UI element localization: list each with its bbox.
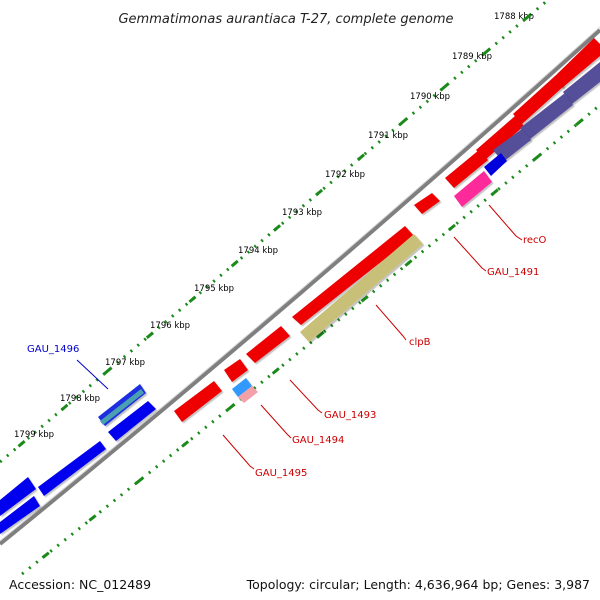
- ruler-tick-inner-2: [134, 477, 144, 485]
- blue-feature-recO-adjacent[interactable]: [484, 153, 507, 176]
- ruler-ticks: [17, 13, 584, 559]
- ruler-tick-outer-3: [145, 331, 154, 339]
- gene-feature-recO[interactable]: [454, 171, 492, 207]
- leader-line-clpB: [375, 304, 407, 341]
- forward-gene-1791[interactable]: [445, 150, 488, 188]
- ruler-label-1797: 1797 kbp: [105, 358, 145, 368]
- gene-label-GAU_1491[interactable]: GAU_1491: [487, 267, 539, 278]
- leader-line-recO: [488, 204, 523, 241]
- ruler-tick-outer-5: [230, 259, 239, 268]
- purple-feature-a[interactable]: [563, 62, 600, 104]
- forward-gene-1790[interactable]: [476, 116, 524, 160]
- genome-stats-text: Topology: circular; Length: 4,636,964 bp…: [246, 577, 590, 592]
- genome-backbone: [0, 28, 600, 546]
- ruler-tick-inner-10: [490, 188, 499, 196]
- ruler-labels: 1788 kbp 1789 kbp 1790 kbp 1791 kbp 1792…: [14, 12, 534, 440]
- reverse-gene-1798b[interactable]: [108, 401, 156, 441]
- ruler-tick-inner-0: [41, 551, 50, 559]
- ruler-label-1790: 1790 kbp: [410, 92, 450, 102]
- leader-line-GAU_1495: [222, 434, 255, 470]
- gene-label-recO[interactable]: recO: [523, 235, 547, 246]
- map-title: Gemmatimonas aurantiaca T-27, complete g…: [118, 12, 453, 27]
- forward-strand-genes: [174, 38, 600, 422]
- ruler-tick-inner-8: [404, 259, 413, 267]
- ruler-tick-outer-9: [398, 118, 407, 126]
- ruler-label-1795: 1795 kbp: [194, 284, 234, 294]
- genome-backbone-highlight: [0, 26, 600, 542]
- reverse-strand-genes: [0, 384, 156, 534]
- ruler-tick-outer-7: [315, 188, 324, 197]
- leader-line-GAU_1496: [76, 359, 109, 390]
- ruler-label-1789: 1789 kbp: [452, 52, 492, 62]
- ruler-label-1799: 1799 kbp: [14, 430, 54, 440]
- ruler-tick-inner-9: [447, 223, 456, 232]
- purple-feature-b[interactable]: [520, 93, 573, 140]
- ruler-tick-inner-5: [271, 367, 280, 375]
- reverse-gene-1799b[interactable]: [0, 477, 36, 516]
- leader-line-GAU_1493: [289, 379, 323, 414]
- gene-feature-GAU_1494-pink[interactable]: [238, 386, 258, 403]
- gene-feature-GAU_1494[interactable]: [232, 378, 252, 397]
- ruler-tick-outer-4: [188, 295, 197, 304]
- ruler-tick-outer-2: [103, 367, 112, 376]
- other-features: [232, 62, 600, 403]
- accession-text: Accession: NC_012489: [9, 577, 152, 592]
- ruler-label-1798: 1798 kbp: [60, 394, 100, 404]
- ruler-tick-outer-8: [357, 153, 366, 161]
- ruler-tick-outer-10: [440, 83, 449, 91]
- gene-label-clpB[interactable]: clpB: [409, 337, 431, 348]
- gene-label-GAU_1493[interactable]: GAU_1493: [324, 410, 376, 421]
- gene-feature-GAU_1491[interactable]: [414, 193, 440, 214]
- ruler-tick-outer-6: [272, 224, 282, 232]
- ruler-label-1796: 1796 kbp: [150, 321, 190, 331]
- ruler-label-1792: 1792 kbp: [325, 170, 365, 180]
- reverse-gene-1799a[interactable]: [38, 441, 106, 496]
- ruler-label-1788: 1788 kbp: [494, 12, 534, 22]
- ruler-tick-inner-4: [226, 403, 235, 412]
- gene-feature-GAU_1493[interactable]: [246, 326, 290, 363]
- ruler-tick-inner-6: [316, 331, 325, 339]
- ruler-tick-outer-11: [481, 48, 491, 56]
- gene-label-GAU_1494[interactable]: GAU_1494: [292, 435, 344, 446]
- ruler-dotted-lines: [0, 0, 600, 576]
- ruler-tick-inner-12: [575, 118, 584, 127]
- ruler-tick-inner-1: [88, 514, 97, 522]
- ruler-tick-inner-11: [533, 153, 542, 161]
- ruler-dotted-line-outer: [0, 0, 549, 464]
- label-leader-lines: [76, 204, 523, 470]
- gene-feature-GAU_1495[interactable]: [174, 381, 222, 422]
- leader-line-GAU_1494: [260, 404, 292, 439]
- ruler-tick-outer-12: [523, 13, 532, 22]
- forward-gene-clpB[interactable]: [292, 226, 414, 325]
- ruler-label-1793: 1793 kbp: [282, 208, 322, 218]
- reverse-gene-1800[interactable]: [0, 496, 40, 534]
- leader-line-GAU_1491: [453, 236, 487, 272]
- forward-gene-1789[interactable]: [513, 76, 564, 124]
- gene-label-GAU_1495[interactable]: GAU_1495: [255, 468, 307, 479]
- ruler-tick-outer-1: [60, 403, 69, 412]
- purple-feature-c[interactable]: [493, 129, 531, 162]
- gene-labels: GAU_1496 recO GAU_1491 clpB GAU_1493 GAU…: [27, 235, 547, 479]
- ruler-label-1791: 1791 kbp: [368, 131, 408, 141]
- forward-gene-1788[interactable]: [553, 38, 600, 88]
- gene-label-GAU_1496[interactable]: GAU_1496: [27, 344, 79, 355]
- ruler-tick-outer-0: [17, 440, 26, 448]
- ruler-label-1794: 1794 kbp: [238, 246, 278, 256]
- gene-feature-clpB[interactable]: [300, 234, 423, 342]
- ruler-tick-inner-3: [181, 440, 190, 448]
- gene-feature-GAU_1496-overlay: [100, 389, 144, 425]
- ruler-tick-inner-7: [360, 295, 369, 303]
- forward-gene-1797[interactable]: [224, 359, 248, 382]
